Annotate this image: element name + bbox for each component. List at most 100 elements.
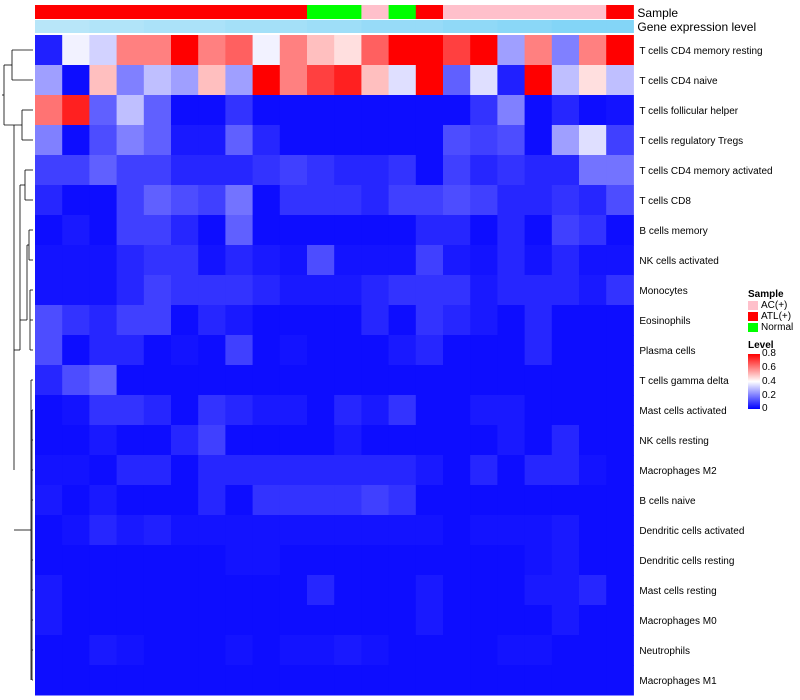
heatmap-cell (35, 485, 63, 516)
heatmap-cell (171, 545, 199, 576)
heatmap-cell (62, 185, 90, 216)
sample-annotation-cell (551, 5, 580, 19)
heatmap-cell (279, 245, 308, 276)
heatmap-cell (443, 545, 471, 576)
heatmap-cell (143, 185, 172, 216)
heatmap-cell (470, 395, 498, 426)
heatmap-cell (89, 515, 118, 546)
heatmap-cell (89, 485, 118, 516)
heatmap-cell (579, 335, 607, 366)
heatmap-cell (279, 365, 308, 396)
heatmap-cell (171, 425, 199, 456)
heatmap-cell (551, 35, 580, 66)
heatmap-cell (388, 125, 417, 156)
heatmap-cell (551, 245, 580, 276)
heatmap-cell (579, 575, 607, 606)
row-label: NK cells resting (639, 436, 708, 447)
heatmap-cell (279, 395, 308, 426)
heatmap-cell (606, 335, 634, 366)
heatmap-cell (579, 125, 607, 156)
heatmap-cell (171, 275, 199, 306)
heatmap-cell (334, 185, 362, 216)
heatmap-cell (279, 455, 308, 486)
heatmap-cell (225, 185, 254, 216)
heatmap-cell (524, 95, 553, 126)
expression-annotation-cell (443, 20, 471, 33)
heatmap-cell (524, 245, 553, 276)
heatmap-cell (579, 95, 607, 126)
heatmap-cell (334, 485, 362, 516)
heatmap-cell (198, 335, 226, 366)
heatmap-cell (62, 125, 90, 156)
heatmap-cell (279, 95, 308, 126)
row-label: B cells naive (639, 496, 696, 507)
legend-item-ac: AC(+) (748, 300, 793, 311)
heatmap-cell (143, 365, 172, 396)
heatmap-cell (225, 155, 254, 186)
heatmap-cell (443, 155, 471, 186)
level-tick: 0.8 (762, 348, 776, 359)
heatmap-cell (171, 95, 199, 126)
heatmap-cell (116, 185, 145, 216)
heatmap-cell (307, 335, 335, 366)
heatmap-cell (116, 395, 145, 426)
heatmap-cell (225, 395, 254, 426)
heatmap-cell (198, 425, 226, 456)
sample-annotation-cell (388, 5, 417, 19)
heatmap-cell (89, 665, 118, 696)
heatmap-cell (116, 95, 145, 126)
heatmap-cell (497, 395, 526, 426)
sample-annotation-cell (579, 5, 607, 19)
heatmap-cell (252, 245, 281, 276)
heatmap-cell (307, 65, 335, 96)
expression-annotation-cell (307, 20, 335, 33)
heatmap-cell (524, 365, 553, 396)
sample-annotation-cell (198, 5, 226, 19)
gene-expression-annotation-label: Gene expression level (637, 20, 756, 34)
heatmap-cell (551, 365, 580, 396)
heatmap-cell (579, 515, 607, 546)
heatmap-cell (415, 125, 444, 156)
heatmap-cell (307, 275, 335, 306)
sample-annotation-cell (279, 5, 308, 19)
expression-annotation-cell (252, 20, 281, 33)
heatmap-cell (62, 635, 90, 666)
heatmap-cell (361, 455, 390, 486)
heatmap-cell (606, 65, 634, 96)
expression-annotation-cell (470, 20, 498, 33)
heatmap-cell (307, 485, 335, 516)
heatmap-cell (116, 305, 145, 336)
heatmap-cell (388, 35, 417, 66)
heatmap-cell (606, 545, 634, 576)
expression-annotation-cell (415, 20, 444, 33)
heatmap-cell (279, 665, 308, 696)
sample-annotation-cell (334, 5, 362, 19)
expression-annotation-cell (497, 20, 526, 33)
heatmap-cell (143, 455, 172, 486)
row-label: Dendritic cells activated (639, 526, 744, 537)
heatmap-cell (62, 515, 90, 546)
heatmap-cell (171, 215, 199, 246)
expression-annotation-cell (225, 20, 254, 33)
heatmap-cell (470, 575, 498, 606)
level-tick: 0.2 (762, 390, 776, 401)
heatmap-cell (415, 95, 444, 126)
heatmap-cell (361, 215, 390, 246)
heatmap-cell (361, 395, 390, 426)
heatmap-cell (497, 65, 526, 96)
heatmap-cell (35, 425, 63, 456)
heatmap-cell (388, 365, 417, 396)
heatmap-cell (443, 245, 471, 276)
heatmap-cell (35, 335, 63, 366)
heatmap-cell (443, 455, 471, 486)
heatmap-cell (252, 365, 281, 396)
heatmap-cell (35, 395, 63, 426)
heatmap-cell (415, 395, 444, 426)
sample-annotation-cell (443, 5, 471, 19)
heatmap-cell (415, 305, 444, 336)
heatmap-cell (551, 185, 580, 216)
heatmap-cell (89, 305, 118, 336)
heatmap-cell (497, 485, 526, 516)
